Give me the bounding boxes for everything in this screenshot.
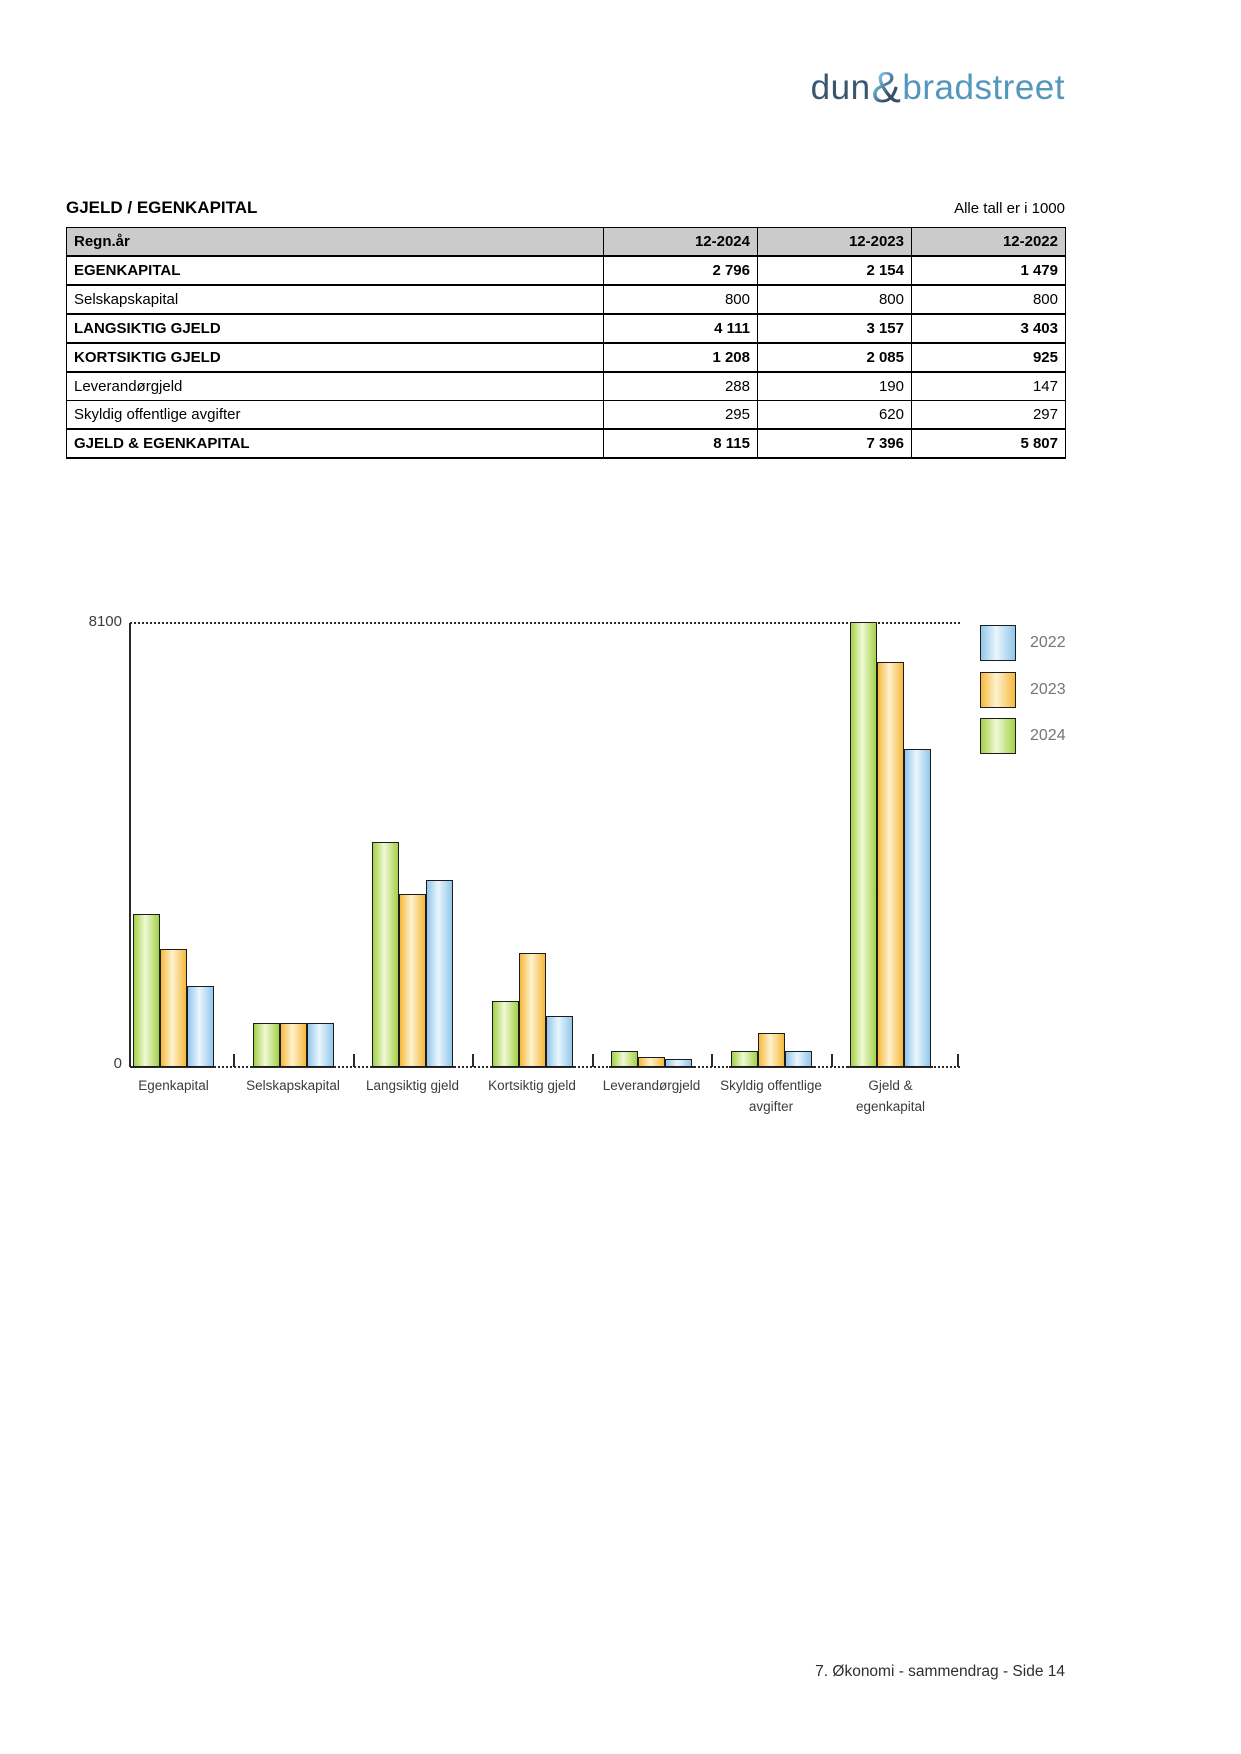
row-label: LANGSIKTIG GJELD	[66, 313, 604, 344]
chart-bar-2024	[133, 914, 160, 1067]
table-body: EGENKAPITAL 2 796 2 154 1 479 Selskapskapita…	[66, 255, 1066, 459]
baseline-segment	[728, 1066, 814, 1068]
logo-text-bradstreet: bradstreet	[902, 68, 1065, 107]
row-label: KORTSIKTIG GJELD	[66, 342, 604, 373]
row-value: 800	[757, 284, 912, 315]
row-value: 1 208	[603, 342, 758, 373]
baseline-segment	[489, 1066, 575, 1068]
baseline-segment	[609, 1066, 694, 1068]
chart-bar-2023	[877, 662, 904, 1067]
chart-bar-2023	[519, 953, 546, 1067]
chart-bar-2023	[758, 1033, 785, 1067]
legend-swatch-2023	[980, 672, 1016, 708]
legend-swatch-2022	[980, 625, 1016, 661]
legend-swatch-2024	[980, 718, 1016, 754]
row-value: 5 807	[911, 428, 1066, 459]
row-label: EGENKAPITAL	[66, 255, 604, 286]
x-axis-tick	[352, 1054, 355, 1067]
chart-bar-2022	[426, 880, 453, 1067]
baseline-segment	[131, 1066, 216, 1068]
chart-bar-2023	[160, 949, 187, 1067]
y-axis	[129, 623, 131, 1067]
row-value: 8 115	[603, 428, 758, 459]
chart-bar-2022	[665, 1059, 692, 1067]
x-category-label: Selskapskapital	[246, 1078, 340, 1093]
table-row: EGENKAPITAL 2 796 2 154 1 479	[66, 255, 1066, 286]
legend-label-2022: 2022	[1030, 634, 1066, 651]
x-category-label: Leverandørgjeld	[602, 1078, 701, 1093]
table-row: LANGSIKTIG GJELD 4 111 3 157 3 403	[66, 313, 1066, 344]
row-value: 2 796	[603, 255, 758, 286]
table-row: Selskapskapital 800 800 800	[66, 284, 1066, 315]
chart-bar-2022	[785, 1051, 812, 1067]
row-value: 620	[757, 400, 912, 430]
gridline-8100	[130, 622, 960, 624]
page-footer: 7. Økonomi - sammendrag - Side 14	[815, 1663, 1065, 1680]
x-axis-tick	[830, 1054, 833, 1067]
chart-bar-2022	[546, 1016, 573, 1067]
table-header-row: Regn.år 12-2024 12-2023 12-2022	[66, 227, 1066, 257]
chart-bar-2024	[611, 1051, 638, 1067]
table-row: GJELD & EGENKAPITAL 8 115 7 396 5 807	[66, 428, 1066, 459]
baseline-segment	[848, 1066, 933, 1068]
chart-bar-2022	[187, 986, 214, 1067]
y-tick-label-max: 8100	[88, 613, 122, 630]
x-category-label: Egenkapital	[138, 1078, 209, 1093]
baseline-segment	[370, 1066, 455, 1068]
chart-bar-2024	[850, 622, 877, 1067]
table-header: Regn.år 12-2024 12-2023 12-2022	[66, 227, 1066, 257]
row-value: 2 154	[757, 255, 912, 286]
units-note: Alle tall er i 1000	[954, 200, 1065, 217]
row-value: 297	[911, 400, 1066, 430]
col-header-year: 12-2022	[911, 227, 1066, 257]
dun-bradstreet-logo: dun&bradstreet	[810, 66, 1065, 110]
row-value: 288	[603, 371, 758, 401]
row-value: 190	[757, 371, 912, 401]
baseline-segment	[250, 1066, 336, 1068]
chart-bar-2024	[253, 1023, 280, 1067]
x-category-label: Kortsiktig gjeld	[488, 1078, 576, 1093]
row-value: 3 403	[911, 313, 1066, 344]
table-row: Leverandørgjeld 288 190 147	[66, 371, 1066, 401]
col-header-year: 12-2023	[757, 227, 912, 257]
x-category-label: Langsiktig gjeld	[365, 1078, 460, 1093]
chart-bar-2024	[372, 842, 399, 1067]
row-value: 2 085	[757, 342, 912, 373]
chart-bar-2024	[492, 1001, 519, 1067]
row-value: 1 479	[911, 255, 1066, 286]
chart-bar-2022	[904, 749, 931, 1067]
chart-bar-2023	[280, 1023, 307, 1067]
logo-text-dun: dun	[810, 68, 871, 107]
chart-bar-2024	[731, 1051, 758, 1067]
table-row: KORTSIKTIG GJELD 1 208 2 085 925	[66, 342, 1066, 373]
section-title: GJELD / EGENKAPITAL	[66, 198, 258, 217]
liabilities-equity-table: Regn.år 12-2024 12-2023 12-2022 EGENKAPITAL…	[66, 227, 1066, 459]
section-header: GJELD / EGENKAPITAL Alle tall er i 1000	[66, 198, 1065, 218]
x-axis-tick	[957, 1054, 959, 1067]
chart-bar-2023	[399, 894, 426, 1067]
col-header-year: 12-2024	[603, 227, 758, 257]
row-label: GJELD & EGENKAPITAL	[66, 428, 604, 459]
row-value: 3 157	[757, 313, 912, 344]
chart-bar-2023	[638, 1057, 665, 1067]
logo-ampersand-icon: &	[871, 63, 902, 112]
row-value: 4 111	[603, 313, 758, 344]
x-category-label: Gjeld & egenkapital	[855, 1078, 926, 1114]
x-category-label: Skyldig offentlige avgifter	[720, 1078, 822, 1114]
row-value: 800	[911, 284, 1066, 315]
x-axis-tick	[233, 1054, 236, 1067]
x-axis-tick	[711, 1054, 714, 1067]
x-axis-tick	[591, 1054, 594, 1067]
legend-label-2024: 2024	[1030, 727, 1066, 744]
row-value: 925	[911, 342, 1066, 373]
x-axis-tick	[472, 1054, 475, 1067]
legend-label-2023: 2023	[1030, 681, 1066, 698]
chart-bar-2022	[307, 1023, 334, 1067]
y-tick-label-zero: 0	[113, 1055, 122, 1072]
